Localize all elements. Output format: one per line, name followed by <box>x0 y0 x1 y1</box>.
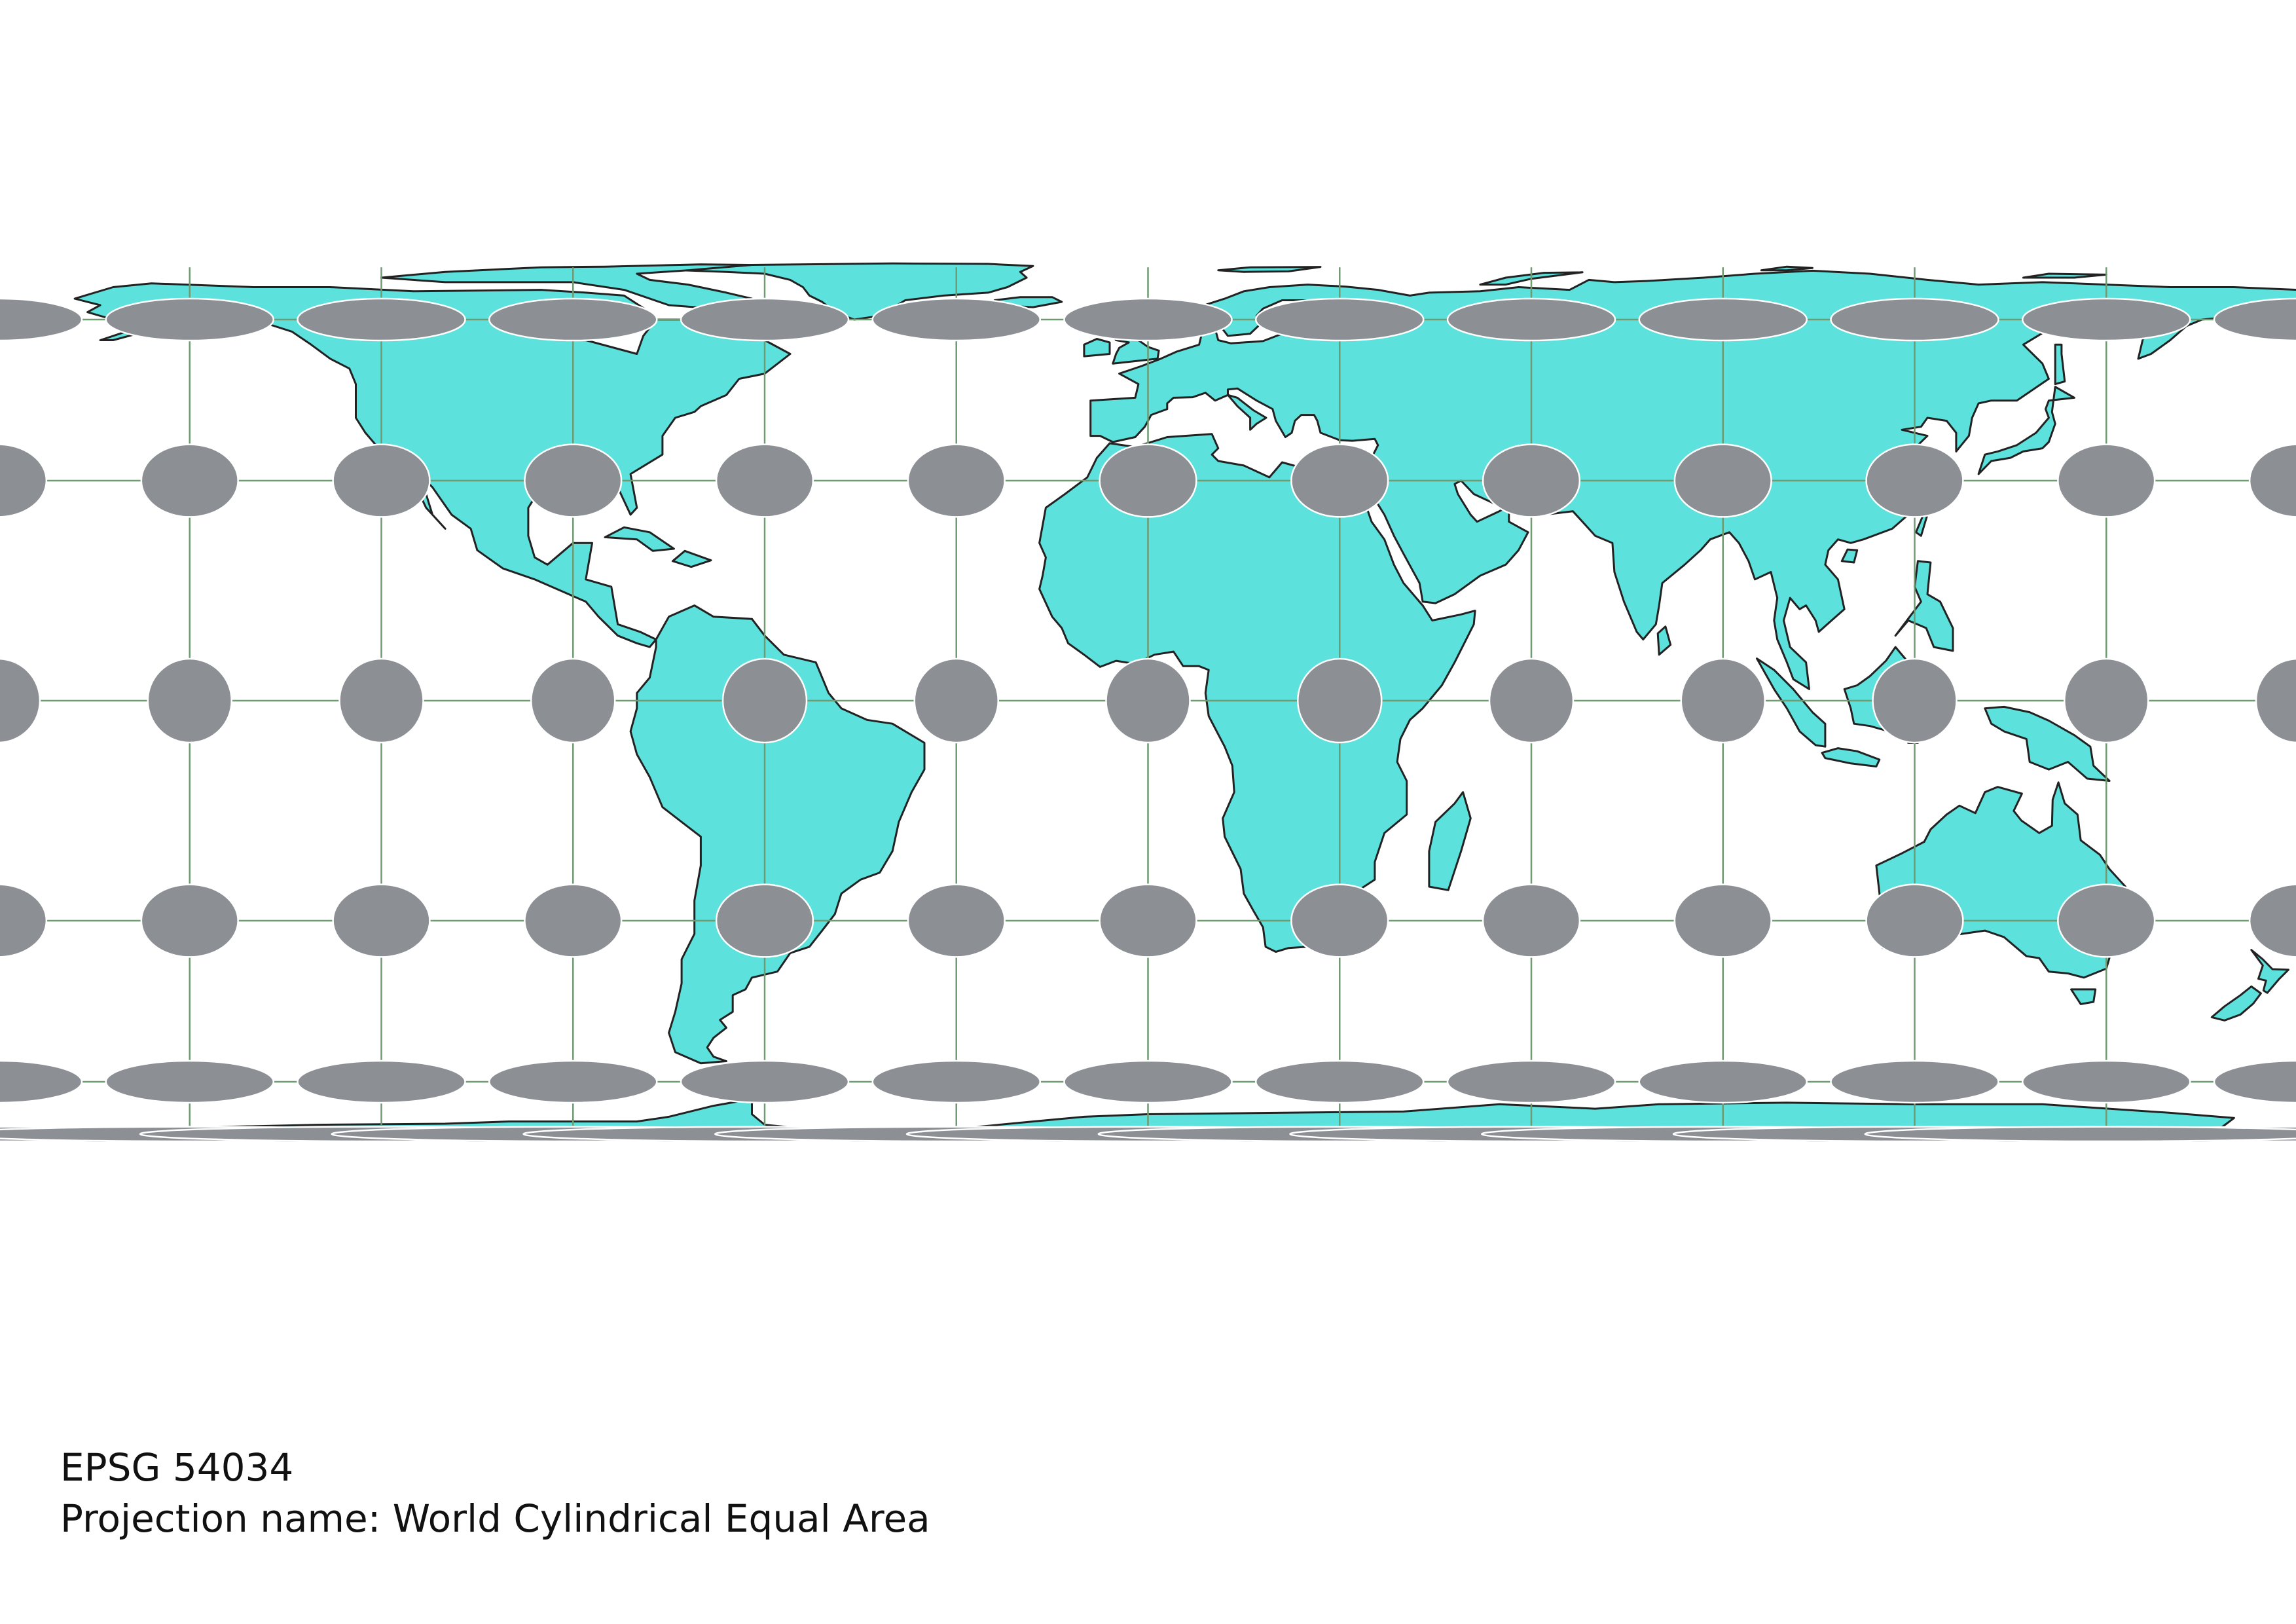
landmass-tasmania <box>2070 988 2097 1005</box>
tissot-indicatrix <box>1099 883 1197 958</box>
tissot-indicatrix <box>2022 1060 2191 1104</box>
tissot-indicatrix <box>297 297 466 342</box>
tissot-indicatrix <box>1638 297 1808 342</box>
epsg-code-label: EPSG 54034 <box>60 1445 294 1490</box>
tissot-indicatrix <box>1446 1060 1616 1104</box>
landmass-new-zealand-north <box>2250 949 2289 994</box>
tissot-indicatrix <box>0 1060 83 1104</box>
tissot-indicatrix <box>332 883 431 958</box>
landmass-greenland <box>680 262 1034 321</box>
tissot-indicatrix <box>1297 657 1383 744</box>
tissot-indicatrix <box>1680 657 1766 744</box>
tissot-indicatrix <box>2057 443 2156 518</box>
tissot-indicatrix <box>488 1060 658 1104</box>
tissot-indicatrix <box>105 1060 274 1104</box>
landmass-java <box>1821 747 1881 767</box>
tissot-indicatrix <box>715 883 814 958</box>
tissot-indicatrix <box>2248 443 2296 518</box>
landmass-philippines <box>1894 560 1954 652</box>
tissot-indicatrix <box>147 657 232 744</box>
tissot-indicatrix <box>1830 1060 1999 1104</box>
landmass-sakhalin <box>2054 343 2066 386</box>
tissot-indicatrix <box>1865 443 1964 518</box>
tissot-indicatrix <box>907 883 1006 958</box>
landmass-hispaniola <box>672 549 712 568</box>
tissot-indicatrix <box>715 443 814 518</box>
landmass-svalbard <box>1217 266 1322 273</box>
landmass-south-america <box>629 604 926 1065</box>
tissot-indicatrix <box>2255 657 2296 744</box>
projection-name-label: Projection name: World Cylindrical Equal… <box>60 1496 930 1541</box>
tissot-indicatrix <box>297 1060 466 1104</box>
tissot-indicatrix <box>1063 297 1233 342</box>
tissot-indicatrix <box>140 443 239 518</box>
tissot-indicatrix <box>871 1060 1041 1104</box>
tissot-indicatrix <box>2064 657 2149 744</box>
tissot-indicatrix <box>2213 297 2296 342</box>
landmass-new-zealand-south <box>2210 985 2262 1022</box>
tissot-indicatrix <box>1830 297 1999 342</box>
tissot-indicatrix <box>2057 883 2156 958</box>
tissot-indicatrix <box>1290 883 1389 958</box>
tissot-indicatrix <box>0 883 48 958</box>
tissot-indicatrix <box>1482 443 1581 518</box>
tissot-indicatrix <box>140 883 239 958</box>
tissot-indicatrix <box>1864 1126 2296 1143</box>
tissot-indicatrix <box>524 443 623 518</box>
tissot-indicatrix <box>0 657 41 744</box>
tissot-indicatrix <box>1482 883 1581 958</box>
tissot-indicatrix <box>1099 443 1197 518</box>
tissot-indicatrix <box>1290 443 1389 518</box>
tissot-indicatrix <box>1488 657 1575 744</box>
tissot-indicatrix <box>2213 1060 2296 1104</box>
landmass-ireland <box>1083 338 1111 358</box>
tissot-indicatrix <box>1673 883 1772 958</box>
landmass-severnaya-zemlya <box>1760 265 1813 272</box>
tissot-indicatrix <box>0 297 83 342</box>
tissot-indicatrix <box>338 657 424 744</box>
landmass-arabian-sea-island-sri-lanka <box>1656 625 1672 656</box>
tissot-indicatrix <box>1865 883 1964 958</box>
landmass-japan <box>1977 386 2075 475</box>
landmass-cuba <box>604 526 675 552</box>
tissot-indicatrix <box>1063 1060 1233 1104</box>
tissot-indicatrix <box>1638 1060 1808 1104</box>
tissot-indicatrix <box>0 443 48 518</box>
landmass-north-america <box>73 282 792 648</box>
tissot-indicatrix <box>1255 297 1425 342</box>
tissot-indicatrix <box>913 657 999 744</box>
tissot-indicatrix <box>1105 657 1191 744</box>
tissot-indicatrix <box>488 297 658 342</box>
tissot-indicatrix <box>680 1060 850 1104</box>
landmass-new-guinea <box>1984 705 2111 782</box>
tissot-indicatrix <box>332 443 431 518</box>
tissot-indicatrix-layer <box>0 297 2296 1143</box>
landmass-sumatra <box>1756 657 1827 748</box>
tissot-indicatrix <box>1673 443 1772 518</box>
tissot-indicatrix <box>1446 297 1616 342</box>
landmass-hainan <box>1840 548 1859 564</box>
tissot-indicatrix <box>1872 657 1958 744</box>
tissot-indicatrix <box>1255 1060 1425 1104</box>
tissot-indicatrix <box>2248 883 2296 958</box>
landmass-madagascar <box>1428 791 1472 891</box>
tissot-indicatrix <box>680 297 850 342</box>
tissot-indicatrix <box>871 297 1041 342</box>
tissot-indicatrix <box>105 297 274 342</box>
tissot-indicatrix <box>2022 297 2191 342</box>
tissot-indicatrix <box>524 883 623 958</box>
tissot-indicatrix <box>530 657 616 744</box>
tissot-indicatrix <box>907 443 1006 518</box>
tissot-indicatrix <box>721 657 808 744</box>
landmass-new-siberian-islands <box>2022 272 2107 279</box>
